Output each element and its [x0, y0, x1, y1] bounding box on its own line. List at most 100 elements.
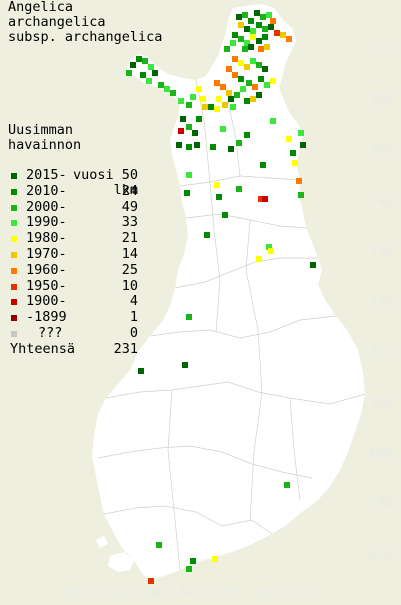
y-tick-label: 760: [370, 94, 393, 109]
observation-square: [262, 34, 268, 40]
observation-square: [256, 62, 262, 68]
x-tick-label: 320: [102, 586, 125, 601]
observation-square: [202, 104, 208, 110]
x-tick-label: 330: [140, 586, 163, 601]
observation-square: [130, 62, 136, 68]
legend-heading-line-1: Uusimman: [8, 122, 74, 138]
legend-row: 1900- 4: [8, 294, 138, 310]
legend-swatch: [11, 236, 17, 243]
observation-square: [260, 162, 266, 168]
observation-square: [214, 106, 220, 112]
legend-rows: 2015- 50 2010- 24 2000- 49 1990- 33 1980- 21 1970-…: [8, 168, 138, 342]
y-tick-label: 740: [370, 195, 393, 210]
legend-row-label: 1980-: [26, 230, 67, 247]
observation-square: [268, 24, 274, 30]
observation-square: [286, 36, 292, 42]
legend-total: Yhteensä 231: [8, 341, 138, 358]
observation-square: [298, 192, 304, 198]
observation-squares: [126, 10, 316, 584]
legend-row-count: 10: [121, 277, 138, 294]
observation-square: [236, 186, 242, 192]
legend-row: ??? 0: [8, 325, 138, 342]
observation-square: [260, 14, 266, 20]
observation-square: [184, 190, 190, 196]
observation-square: [286, 136, 292, 142]
observation-square: [268, 248, 274, 254]
observation-square: [242, 12, 248, 18]
legend-row-count: 50: [121, 167, 138, 183]
observation-square: [262, 26, 268, 32]
observation-square: [310, 262, 316, 268]
x-tick-label: 340: [178, 586, 201, 601]
legend-row-label: 2015-: [26, 167, 67, 183]
observation-square: [266, 12, 272, 18]
observation-square: [244, 98, 250, 104]
observation-square: [258, 76, 264, 82]
observation-square: [182, 362, 188, 368]
legend-swatch: [11, 220, 17, 227]
observation-square: [236, 140, 242, 146]
observation-square: [178, 128, 184, 134]
legend-heading-line-2: havainnon: [8, 137, 82, 153]
observation-square: [244, 132, 250, 138]
observation-square: [186, 314, 192, 320]
observation-square: [270, 78, 276, 84]
species-title: Angelica archangelica subsp. archangelic…: [8, 0, 162, 45]
observation-square: [256, 38, 262, 44]
observation-square: [250, 58, 256, 64]
observation-square: [258, 196, 264, 202]
legend-row: 1990- 33: [8, 215, 138, 231]
legend-swatch: [11, 173, 17, 179]
observation-square: [208, 104, 214, 110]
observation-square: [180, 116, 186, 122]
legend-row: 1980- 21: [8, 231, 138, 247]
observation-square: [226, 90, 232, 96]
observation-square: [214, 182, 220, 188]
observation-square: [238, 60, 244, 66]
observation-square: [238, 76, 244, 82]
legend-count-heading: lkm: [113, 182, 138, 198]
observation-square: [264, 44, 270, 50]
observation-square: [262, 196, 268, 202]
legend-row-label: 1990-: [26, 214, 67, 231]
legend-row-count: 1: [129, 309, 138, 326]
y-tick-label: 720: [370, 296, 393, 311]
observation-square: [142, 58, 148, 64]
observation-square: [246, 80, 252, 86]
x-tick-label: 370: [292, 586, 315, 601]
legend-row-count: 33: [121, 214, 138, 231]
observation-square: [186, 124, 192, 130]
observation-square: [232, 72, 238, 78]
observation-square: [248, 18, 254, 24]
legend-row-label: 1900-: [26, 293, 67, 310]
observation-square: [250, 96, 256, 102]
legend-row: 1960- 25: [8, 261, 138, 279]
observation-square: [280, 32, 286, 38]
observation-square: [230, 40, 236, 46]
legend-row-label: 1960-: [26, 261, 67, 278]
observation-square: [250, 28, 256, 34]
legend-row: 1950- 10: [8, 277, 138, 295]
observation-square: [244, 26, 250, 32]
observation-square: [186, 144, 192, 150]
legend-swatch: [11, 283, 17, 290]
observation-square: [136, 56, 142, 62]
legend-row: -1899 1: [8, 310, 138, 326]
observation-square: [196, 116, 202, 122]
observation-square: [156, 542, 162, 548]
observation-square: [146, 78, 152, 84]
observation-square: [178, 98, 184, 104]
observation-square: [292, 160, 298, 166]
observation-square: [200, 96, 206, 102]
observation-square: [214, 80, 220, 86]
observation-square: [258, 46, 264, 52]
observation-square: [244, 64, 250, 70]
observation-square: [192, 130, 198, 136]
observation-square: [264, 82, 270, 88]
legend-row-count: 4: [129, 293, 138, 310]
observation-square: [204, 232, 210, 238]
observation-square: [228, 96, 234, 102]
observation-square: [284, 482, 290, 488]
observation-square: [230, 104, 236, 110]
